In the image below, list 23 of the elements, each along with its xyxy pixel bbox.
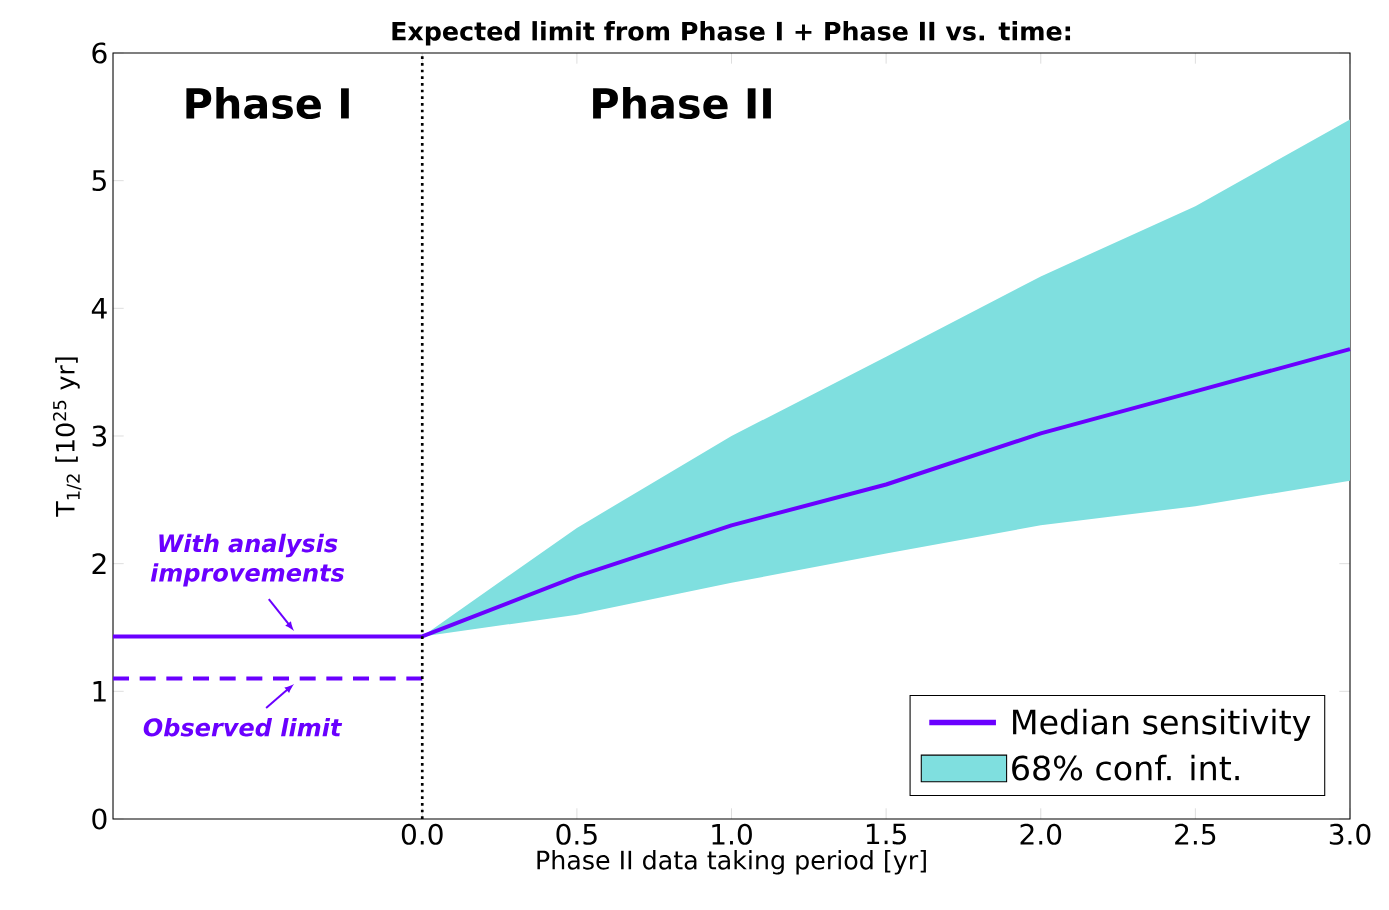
- x-tick-label: 2.0: [1020, 823, 1062, 845]
- y-tick-label: 1: [93, 681, 106, 702]
- annotation: Observed limit: [143, 717, 343, 737]
- y-tick-label: 3: [92, 425, 107, 447]
- legend-label: Median sensitivity: [1013, 708, 1311, 742]
- chart-title: Expected limit from Phase I + Phase II vs. time:: [392, 21, 1071, 46]
- x-tick-label: 2.5: [1175, 823, 1216, 845]
- x-tick-label: 0.5: [556, 823, 597, 845]
- y-tick-label: 4: [91, 298, 107, 319]
- x-tick-label: 3.0: [1329, 823, 1371, 845]
- y-tick-label: 0: [92, 808, 107, 830]
- y-axis-title: T$_{1/2}$ [10$^{25}$ yr]: [52, 357, 82, 517]
- y-tick-label: 5: [92, 170, 106, 192]
- x-tick-label: 0.0: [401, 823, 443, 845]
- x-axis-title: Phase II data taking period [yr]: [537, 850, 926, 875]
- y-tick-label: 6: [92, 42, 107, 64]
- x-tick-label: 1.0: [712, 823, 752, 845]
- annotation: With analysis improvements: [150, 533, 345, 587]
- legend-label: 68% conf. int.: [1012, 754, 1239, 781]
- x-tick-label: 1.5: [866, 823, 906, 845]
- y-tick-label: 2: [92, 553, 106, 575]
- annotation: Phase II: [593, 87, 771, 120]
- annotation: Phase I: [186, 87, 349, 120]
